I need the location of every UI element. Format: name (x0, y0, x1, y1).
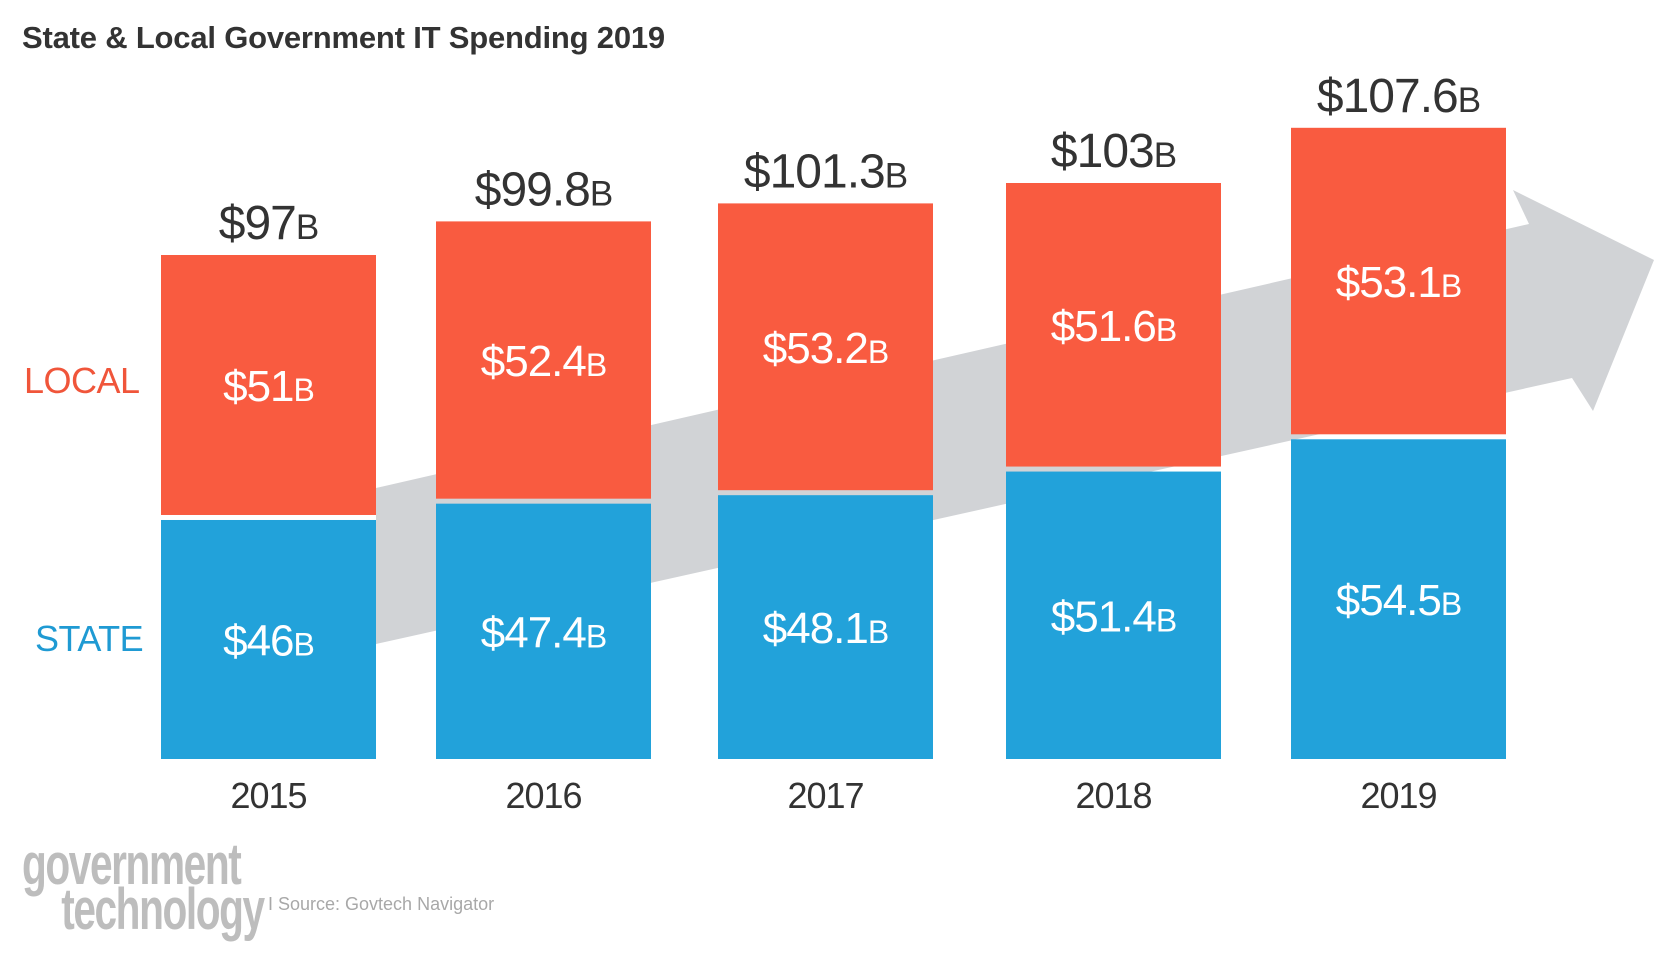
logo-line1: government (22, 832, 242, 897)
local-value-label: $53.1B (1336, 258, 1461, 307)
government-technology-logo: government technology (22, 836, 265, 943)
bar-local-2015 (161, 255, 376, 515)
total-value-label: $103B (1051, 125, 1176, 178)
bar-state-2017 (718, 495, 933, 759)
legend-state: STATE (35, 618, 144, 659)
local-value-label: $53.2B (763, 324, 888, 373)
x-tick-label: 2015 (230, 775, 306, 816)
state-value-label: $46B (223, 616, 314, 665)
logo-line2: technology (61, 877, 265, 943)
chart-title: State & Local Government IT Spending 201… (22, 20, 665, 55)
source-note: I Source: Govtech Navigator (268, 894, 495, 914)
bar-local-2016 (436, 221, 651, 499)
total-value-label: $99.8B (475, 163, 612, 216)
local-value-label: $51B (223, 362, 314, 411)
state-value-label: $54.5B (1336, 576, 1461, 625)
x-tick-label: 2017 (787, 775, 863, 816)
bar-local-2018 (1006, 183, 1221, 467)
total-value-label: $97B (219, 197, 318, 250)
state-value-label: $47.4B (481, 608, 606, 657)
state-value-label: $51.4B (1051, 592, 1176, 641)
total-value-label: $107.6B (1317, 70, 1480, 123)
x-tick-label: 2019 (1360, 775, 1436, 816)
total-value-label: $101.3B (744, 145, 907, 198)
bar-state-2019 (1291, 439, 1506, 759)
bar-state-2018 (1006, 471, 1221, 759)
bar-state-2015 (161, 519, 376, 759)
bar-state-2016 (436, 503, 651, 759)
legend-local: LOCAL (24, 360, 140, 401)
x-tick-label: 2016 (505, 775, 581, 816)
bar-local-2019 (1291, 127, 1506, 435)
local-value-label: $51.6B (1051, 302, 1176, 351)
x-tick-label: 2018 (1075, 775, 1151, 816)
state-value-label: $48.1B (763, 604, 888, 653)
bar-local-2017 (718, 203, 933, 491)
local-value-label: $52.4B (481, 337, 606, 386)
